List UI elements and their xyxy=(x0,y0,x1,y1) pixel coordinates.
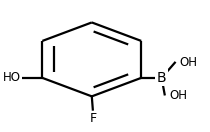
Text: OH: OH xyxy=(169,89,187,102)
Text: OH: OH xyxy=(179,56,197,69)
Text: F: F xyxy=(89,112,96,124)
Text: B: B xyxy=(157,71,166,85)
Text: HO: HO xyxy=(3,71,21,84)
